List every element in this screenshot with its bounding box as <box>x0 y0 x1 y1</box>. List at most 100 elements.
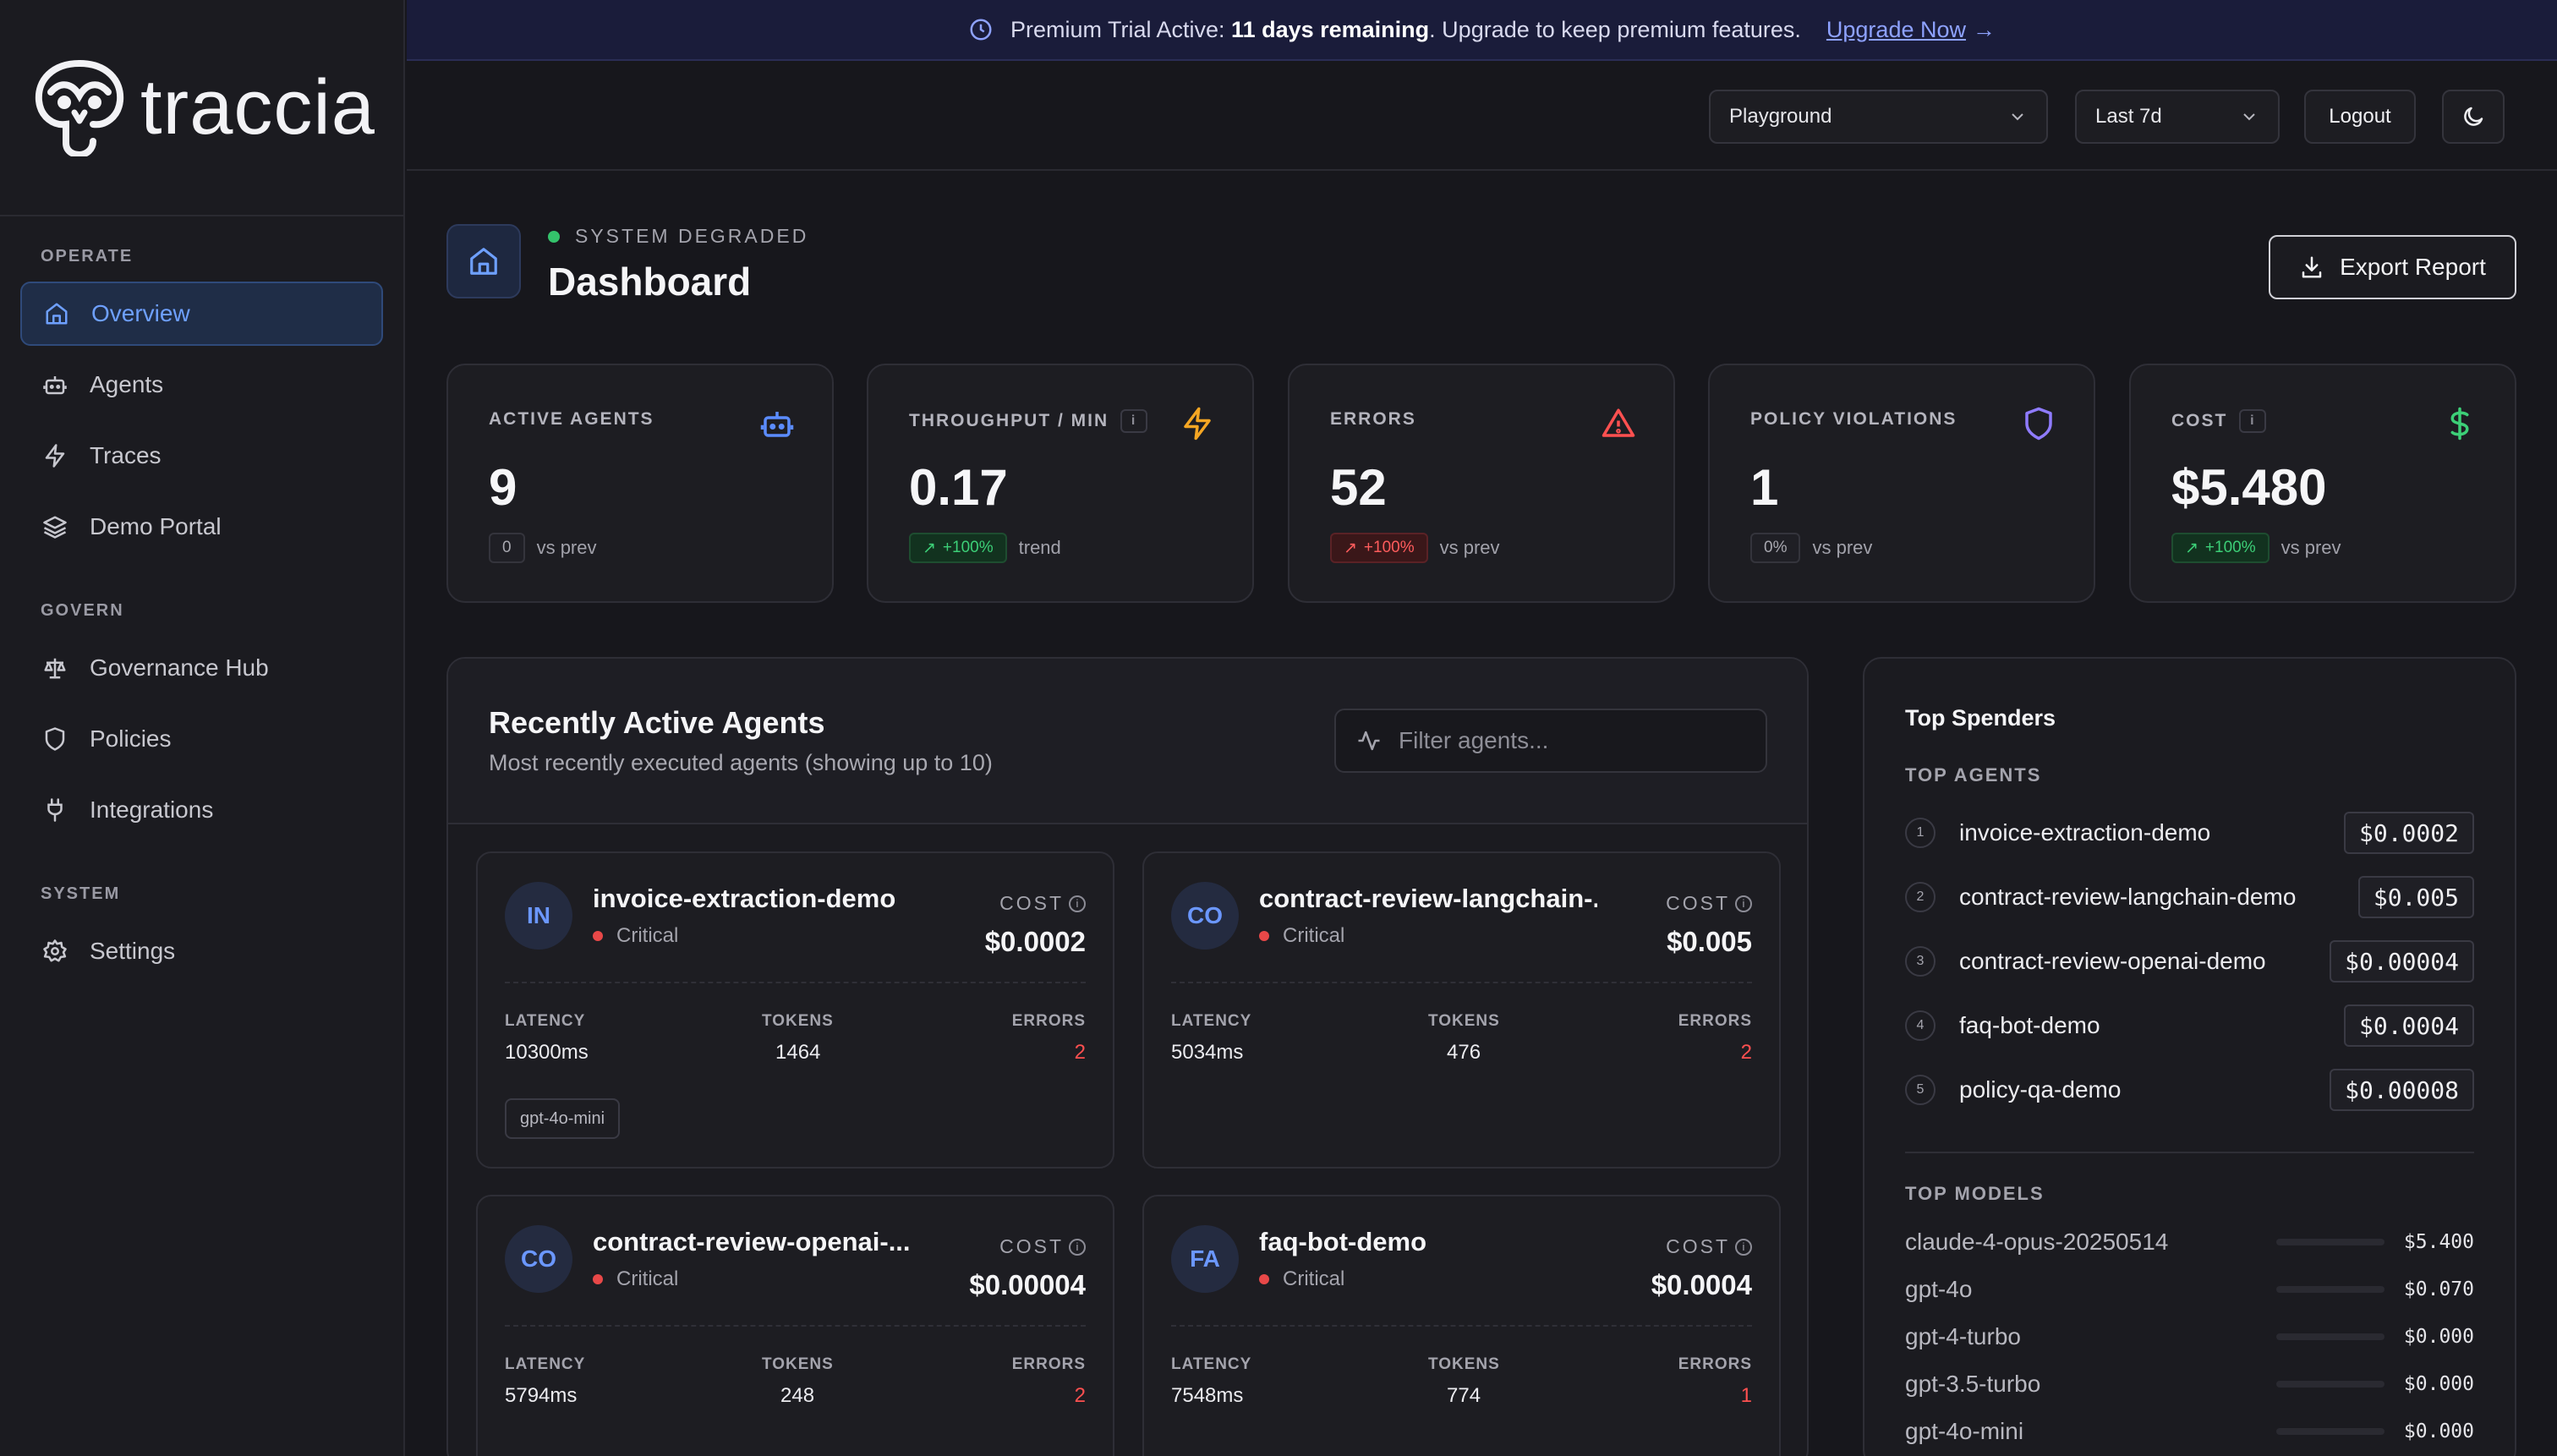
sidebar-item-label: Integrations <box>90 796 214 823</box>
model-name: gpt-4o <box>1905 1276 1973 1302</box>
kpi-label: ACTIVE AGENTS <box>489 409 654 429</box>
kpi-label: ERRORS <box>1330 409 1416 429</box>
rank-badge: 5 <box>1905 1075 1936 1105</box>
panel-title: Top Spenders <box>1905 705 2056 731</box>
info-icon[interactable]: i <box>1735 1238 1752 1256</box>
model-row: gpt-4o-mini $0.000 <box>1905 1415 2474 1448</box>
model-share-bar <box>2276 1381 2385 1388</box>
info-icon[interactable]: i <box>1069 1238 1086 1256</box>
agent-avatar: FA <box>1171 1225 1239 1293</box>
export-report-label: Export Report <box>2340 254 2486 280</box>
filter-agents-input[interactable]: Filter agents... <box>1334 709 1767 773</box>
spender-row[interactable]: 4 faq-bot-demo $0.0004 <box>1905 1004 2474 1048</box>
trial-banner: Premium Trial Active: 11 days remaining … <box>407 0 2557 61</box>
kpi-value: 52 <box>1330 459 1387 516</box>
kpi-delta-pill: ↗ +100% <box>909 533 1007 563</box>
agent-errors: 1 <box>1740 1384 1752 1407</box>
trend-up-icon: ↗ <box>2185 539 2198 557</box>
activity-icon <box>1358 731 1380 751</box>
owl-logo-icon <box>35 60 124 156</box>
kpi-note: vs prev <box>1812 537 1873 558</box>
model-share-bar <box>2276 1428 2385 1435</box>
agent-name: faq-bot-demo <box>1259 1227 1427 1256</box>
agent-cost: $0.0002 <box>984 926 1086 957</box>
kpi-policy-violations: POLICY VIOLATIONS 1 0% vs prev <box>1708 364 2095 603</box>
sidebar-item-settings[interactable]: Settings <box>20 919 383 983</box>
spender-amount: $0.00004 <box>2330 940 2474 983</box>
spender-row[interactable]: 3 contract-review-openai-demo $0.00004 <box>1905 939 2474 983</box>
metric-label: TOKENS <box>1428 1012 1500 1030</box>
cost-label: COST i <box>1666 892 1752 915</box>
metric-label: TOKENS <box>762 1355 834 1373</box>
theme-toggle-button[interactable] <box>2442 90 2505 144</box>
logout-button[interactable]: Logout <box>2304 90 2416 144</box>
agent-avatar: CO <box>1171 882 1239 950</box>
metric-label: LATENCY <box>505 1355 586 1373</box>
kpi-delta-value: +100% <box>1363 539 1415 556</box>
agent-name: contract-review-openai-... <box>593 1227 911 1256</box>
nav-heading: SYSTEM <box>41 884 121 903</box>
spender-amount: $0.0002 <box>2343 812 2474 854</box>
sidebar-item-overview[interactable]: Overview <box>20 282 383 346</box>
spender-amount: $0.0004 <box>2343 1004 2474 1047</box>
spender-row[interactable]: 2 contract-review-langchain-demo $0.005 <box>1905 875 2474 919</box>
export-report-button[interactable]: Export Report <box>2269 235 2516 299</box>
kpi-delta-pill: 0 <box>489 533 525 563</box>
model-share-bar <box>2276 1239 2385 1245</box>
agent-card[interactable]: CO contract-review-openai-... Critical C… <box>476 1195 1114 1456</box>
warning-icon <box>1602 408 1635 437</box>
severity-dot <box>1259 931 1269 941</box>
sidebar-item-traces[interactable]: Traces <box>20 424 383 488</box>
sidebar-item-governance-hub[interactable]: Governance Hub <box>20 636 383 700</box>
spender-row[interactable]: 1 invoice-extraction-demo $0.0002 <box>1905 811 2474 855</box>
sidebar-item-agents[interactable]: Agents <box>20 353 383 417</box>
sidebar-item-label: Governance Hub <box>90 654 269 681</box>
brand[interactable]: traccia <box>0 0 403 216</box>
severity-text: Critical <box>616 1267 679 1290</box>
spender-name: invoice-extraction-demo <box>1959 819 2211 846</box>
nav-section-operate: OPERATE Overview Agents Traces Demo Port… <box>0 247 403 559</box>
cost-label-text: COST <box>1666 1235 1730 1257</box>
agent-card[interactable]: CO contract-review-langchain-... Critica… <box>1142 851 1781 1169</box>
agent-latency: 5034ms <box>1171 1041 1244 1064</box>
bot-icon <box>43 376 67 395</box>
agent-errors: 2 <box>1074 1384 1086 1407</box>
cost-label: COST i <box>1666 1235 1752 1258</box>
sidebar-item-demo-portal[interactable]: Demo Portal <box>20 495 383 559</box>
agent-card[interactable]: IN invoice-extraction-demo Critical COST… <box>476 851 1114 1169</box>
project-select[interactable]: Playground <box>1709 90 2048 144</box>
kpi-note: vs prev <box>2280 537 2341 558</box>
spender-row[interactable]: 5 policy-qa-demo $0.00008 <box>1905 1068 2474 1112</box>
spender-name: contract-review-openai-demo <box>1959 948 2266 974</box>
kpi-delta-pill: ↗ +100% <box>2171 533 2270 563</box>
info-icon[interactable]: i <box>1735 895 1752 912</box>
nav-section-govern: GOVERN Governance Hub Policies Integrati… <box>0 601 403 842</box>
divider <box>505 982 1086 983</box>
sidebar-item-integrations[interactable]: Integrations <box>20 778 383 842</box>
sidebar-item-policies[interactable]: Policies <box>20 707 383 771</box>
agent-card[interactable]: FA faq-bot-demo Critical COST i $0.0004 L… <box>1142 1195 1781 1456</box>
topbar: Playground Last 7d Logout <box>407 63 2557 171</box>
cost-label: COST i <box>999 892 1086 915</box>
sidebar-item-label: Demo Portal <box>90 513 222 539</box>
info-icon[interactable]: i <box>1120 409 1148 433</box>
agent-avatar: IN <box>505 882 572 950</box>
home-icon <box>470 248 497 275</box>
severity-dot <box>593 931 603 941</box>
upgrade-now-link[interactable]: Upgrade Now <box>1826 16 1966 42</box>
banner-prefix: Premium Trial Active: <box>1010 16 1232 42</box>
nav-section-system: SYSTEM Settings <box>0 884 403 983</box>
system-status: SYSTEM DEGRADED <box>548 225 808 248</box>
metric-label: ERRORS <box>1011 1355 1086 1373</box>
severity-dot <box>593 1274 603 1284</box>
info-icon[interactable]: i <box>2239 409 2267 433</box>
agent-tokens: 774 <box>1447 1384 1481 1407</box>
kpi-label: THROUGHPUT / MIN <box>909 411 1109 430</box>
trend-up-icon: ↗ <box>923 539 936 557</box>
model-amount: $0.000 <box>2403 1373 2474 1395</box>
banner-remaining: 11 days remaining <box>1231 16 1430 42</box>
date-range-select[interactable]: Last 7d <box>2075 90 2280 144</box>
model-tag: gpt-4o-mini <box>505 1098 621 1139</box>
info-icon[interactable]: i <box>1069 895 1086 912</box>
kpi-cost: COST i $5.480 ↗ +100% vs prev <box>2129 364 2516 603</box>
